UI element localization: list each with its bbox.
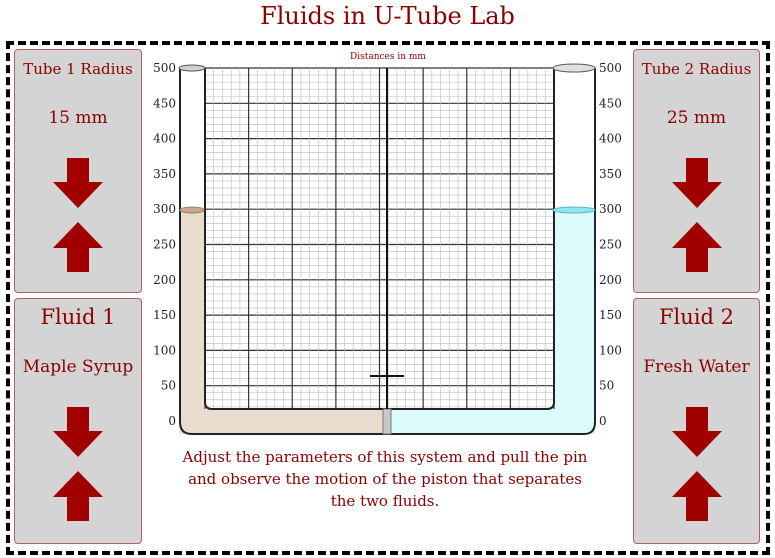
tube1-radius-label: Tube 1 Radius [23,60,133,78]
scale-right-label: 100 [599,343,622,357]
scale-right-label: 150 [599,308,622,322]
scale-right-label: 50 [599,379,614,393]
fluid1-down-arrow-icon[interactable] [53,407,103,457]
scale-left-label: 150 [153,308,176,322]
scale-right-label: 400 [599,132,622,146]
fluid2-bottom-fill [390,409,595,434]
tube1-radius-down-arrow-icon[interactable] [53,158,103,208]
scale-right-label: 300 [599,202,622,216]
scale-right-label: 200 [599,273,622,287]
tube2-radius-value: 25 mm [666,108,727,128]
page-title: Fluids in U-Tube Lab [260,2,515,30]
u-tube-inner-outline [204,68,555,410]
tube2-radius-panel: Tube 2 Radius 25 mm [633,49,760,293]
fluid2-column [553,210,595,410]
fluid2-surface [552,206,596,214]
tube2-radius-up-arrow-icon[interactable] [671,222,722,272]
fluid1-up-arrow-icon[interactable] [53,471,103,521]
scale-left-label: 50 [161,379,176,393]
fluid2-down-arrow-icon[interactable] [671,407,722,457]
fluid2-up-arrow-icon[interactable] [671,471,722,521]
scale-left-label: 0 [168,414,176,428]
scale-left-label: 200 [153,273,176,287]
scale-left-label: 350 [153,167,176,181]
fluid1-panel: Fluid 1 Maple Syrup [14,298,142,544]
lab-frame [6,41,770,555]
scale-right-label: 500 [599,61,622,75]
tube1-radius-up-arrow-icon[interactable] [53,222,103,272]
scale-left-label: 100 [153,343,176,357]
instructions-caption: Adjust the parameters of this system and… [182,448,588,510]
fluid1-bottom-fill [180,409,384,434]
scale-left-label: 250 [153,238,176,252]
tube1-radius-panel: Tube 1 Radius 15 mm [14,49,142,293]
fluid2-panel: Fluid 2 Fresh Water [633,298,760,544]
scale-left-label: 450 [153,96,176,110]
fluid1-value: Maple Syrup [22,357,134,377]
fluid2-label: Fluid 2 [658,305,734,329]
tube2-top-opening [552,63,596,73]
piston[interactable] [382,408,392,435]
tube1-top-opening [178,64,206,72]
fluid1-label: Fluid 1 [40,305,116,329]
measurement-grid [204,67,555,409]
fluid2-value: Fresh Water [643,357,750,377]
tube2-radius-label: Tube 2 Radius [641,60,752,78]
scale-left-label: 500 [153,61,176,75]
scale-left-label: 400 [153,132,176,146]
tube2-radius-down-arrow-icon[interactable] [671,158,722,208]
scale-right-label: 0 [599,414,607,428]
fluid1-column [180,210,205,410]
distances-header: Distances in mm [350,52,426,62]
scale-left-label: 300 [153,202,176,216]
tube1-radius-value: 15 mm [48,108,108,128]
scale-right-label: 350 [599,167,622,181]
scale-right-label: 450 [599,96,622,110]
fluid1-surface [179,206,205,214]
scale-right-label: 250 [599,238,622,252]
